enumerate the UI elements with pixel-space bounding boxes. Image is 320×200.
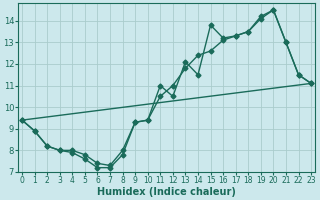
X-axis label: Humidex (Indice chaleur): Humidex (Indice chaleur) <box>97 187 236 197</box>
